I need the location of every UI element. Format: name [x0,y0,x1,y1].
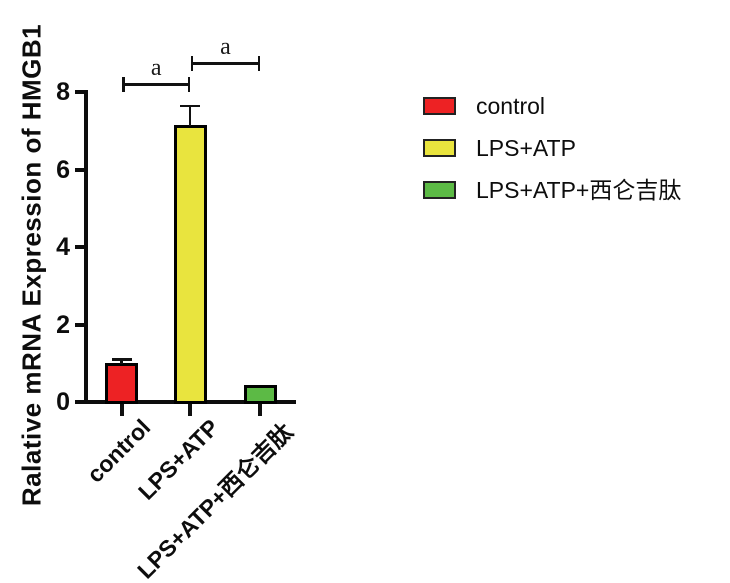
error-bar-cap [180,104,200,108]
y-tick-label: 8 [56,78,70,106]
legend-label-lps-atp-cilengitide: LPS+ATP+西仑吉肽 [476,177,682,203]
bar-2 [173,124,207,404]
y-tick-label: 4 [56,233,70,261]
y-tick [75,322,86,327]
legend-item-control: control [423,92,681,120]
error-bar-line [120,359,123,365]
legend: control LPS+ATP LPS+ATP+西仑吉肽 [423,92,681,218]
y-tick [75,90,86,94]
bracket-end-cap [257,55,261,71]
bar-1 [105,363,138,404]
y-tick [75,245,86,249]
legend-item-lps-atp: LPS+ATP [423,134,681,162]
legend-swatch-lps-atp-cilengitide [423,181,456,199]
x-tick [119,404,124,416]
legend-swatch-control [423,97,456,115]
legend-swatch-lps-atp [423,139,456,157]
y-tick-label: 2 [56,310,70,339]
error-bar-cap [111,358,132,361]
bracket-end-cap [187,76,191,92]
significance-bracket [192,62,259,65]
y-tick [75,167,86,172]
y-tick-label: 0 [56,388,70,416]
x-tick [188,404,192,416]
significance-bracket [123,83,189,86]
error-bar-line [188,105,192,126]
legend-label-control: control [476,93,546,119]
y-axis-line [84,90,88,404]
bracket-end-cap [122,76,125,92]
significance-label: a [220,34,231,60]
y-tick-label: 6 [56,155,70,184]
x-tick [258,404,262,416]
legend-label-lps-atp: LPS+ATP [476,135,576,161]
significance-label: a [150,55,162,81]
y-tick [75,400,86,404]
legend-item-lps-atp-cilengitide: LPS+ATP+西仑吉肽 [423,176,681,204]
bracket-end-cap [190,55,194,71]
bar-3 [243,384,277,404]
